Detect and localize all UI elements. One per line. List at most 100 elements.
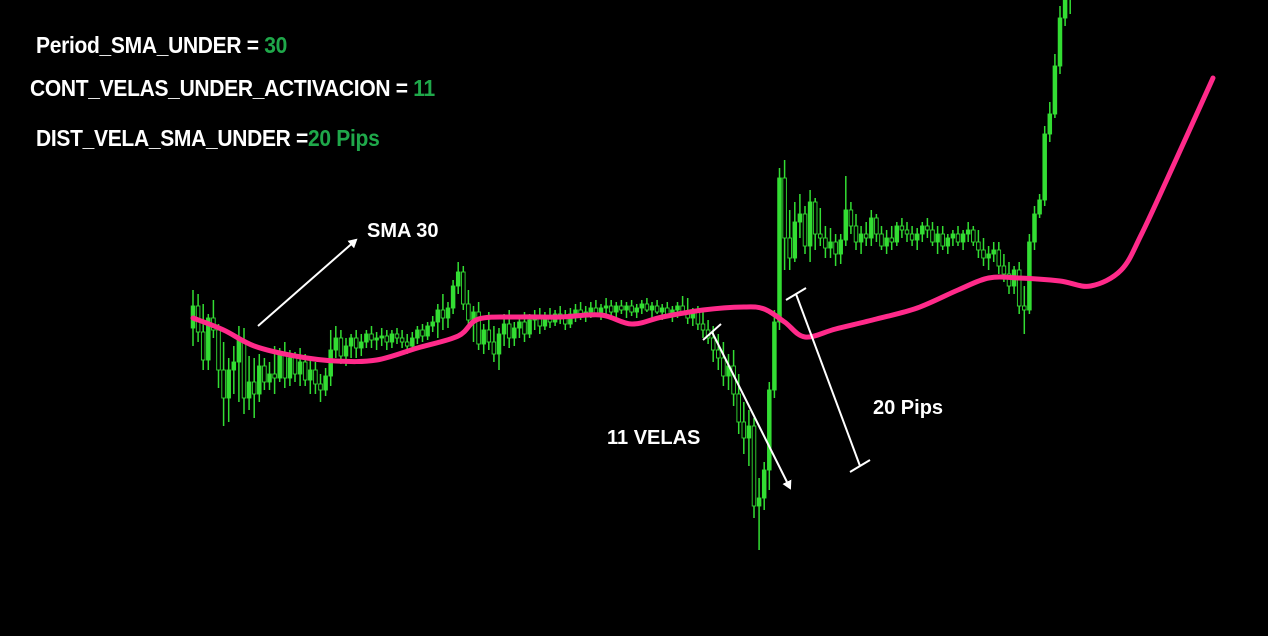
candle <box>812 198 818 250</box>
candle-body <box>1047 113 1053 135</box>
candle <box>955 226 961 246</box>
candle <box>644 298 650 312</box>
candle-body <box>802 213 808 247</box>
candle-body <box>853 225 859 243</box>
candle-body <box>807 201 813 247</box>
candle-body <box>369 333 374 341</box>
candle <box>761 462 767 510</box>
candle-body <box>976 241 981 251</box>
candle-body <box>894 225 900 243</box>
candle-body <box>257 365 262 395</box>
candle <box>767 382 772 490</box>
candle-body <box>833 241 838 255</box>
candle <box>231 346 237 394</box>
candle-body <box>486 329 492 343</box>
candle <box>328 330 333 386</box>
candle <box>925 218 930 238</box>
candle-body <box>430 321 435 327</box>
candle-body <box>450 285 456 309</box>
candle-body <box>410 337 415 347</box>
candle <box>1057 6 1063 74</box>
candle-body <box>1042 133 1047 201</box>
candle <box>216 324 221 388</box>
candle-body <box>308 369 313 381</box>
candle-body <box>935 233 940 243</box>
candle-body <box>823 237 828 249</box>
param-label: DIST_VELA_SMA_UNDER = <box>36 126 309 152</box>
candle <box>965 222 971 242</box>
candle-body <box>1016 269 1022 307</box>
candle-body <box>981 249 986 259</box>
candle-body <box>353 337 359 349</box>
candle <box>323 368 328 396</box>
candle <box>853 214 859 250</box>
candle <box>629 300 634 316</box>
candle <box>930 222 935 246</box>
candle <box>517 316 522 338</box>
candle <box>226 358 231 422</box>
candle-body <box>216 329 221 371</box>
candle <box>394 328 400 344</box>
candle <box>843 176 849 246</box>
candle-body <box>527 319 532 335</box>
param-label: Period_SMA_UNDER = <box>36 33 265 59</box>
candle <box>904 222 910 242</box>
param-value: 30 <box>264 33 288 59</box>
candle-body <box>950 233 956 239</box>
candle <box>756 478 762 550</box>
candle <box>828 228 833 258</box>
candle-body <box>731 365 736 395</box>
candle-body <box>231 361 237 371</box>
candle-body <box>501 323 507 335</box>
candle-body <box>425 325 430 337</box>
candle <box>333 326 339 358</box>
param-value: 20 Pips <box>308 126 380 152</box>
candle <box>869 210 874 246</box>
candle-body <box>236 339 242 363</box>
candle-body <box>461 271 466 305</box>
candle-body <box>761 469 767 499</box>
candle <box>496 328 502 370</box>
candle <box>914 228 920 250</box>
candle-body <box>1032 213 1037 243</box>
candle-body <box>399 337 405 343</box>
candle <box>772 310 777 398</box>
candle-body <box>756 497 762 507</box>
distance-bracket-bottom-tick <box>849 459 871 473</box>
candle <box>971 226 976 246</box>
distance-label: 20 Pips <box>873 397 943 419</box>
candle <box>430 316 435 332</box>
candle-body <box>884 237 889 247</box>
candle <box>624 302 629 318</box>
candle-body <box>1057 17 1063 67</box>
candle-body <box>364 333 369 343</box>
candle <box>338 330 344 364</box>
candle-body <box>404 341 410 347</box>
sma-pointer-arrow <box>257 238 358 327</box>
candle <box>700 312 706 338</box>
candles-layer <box>190 0 1071 550</box>
candle-body <box>491 341 497 355</box>
candle-body <box>838 239 843 255</box>
candle-body <box>619 305 624 311</box>
candle-body <box>639 303 645 309</box>
candle <box>991 242 996 262</box>
candle <box>751 418 757 518</box>
candle <box>863 222 869 246</box>
candle <box>909 226 915 246</box>
candle-body <box>374 337 379 341</box>
candle-body <box>675 305 680 311</box>
candle <box>420 324 425 342</box>
candle-body <box>710 337 716 351</box>
candle-body <box>965 229 971 235</box>
candle <box>777 168 782 330</box>
candle <box>950 230 956 246</box>
candle-body <box>955 233 961 243</box>
candle-body <box>246 381 252 399</box>
candle <box>445 302 451 328</box>
candle-body <box>991 249 996 255</box>
candle-body <box>221 369 226 399</box>
param-cont-velas-under-activacion: CONT_VELAS_UNDER_ACTIVACION = 11 <box>30 76 435 103</box>
candle <box>369 326 374 348</box>
